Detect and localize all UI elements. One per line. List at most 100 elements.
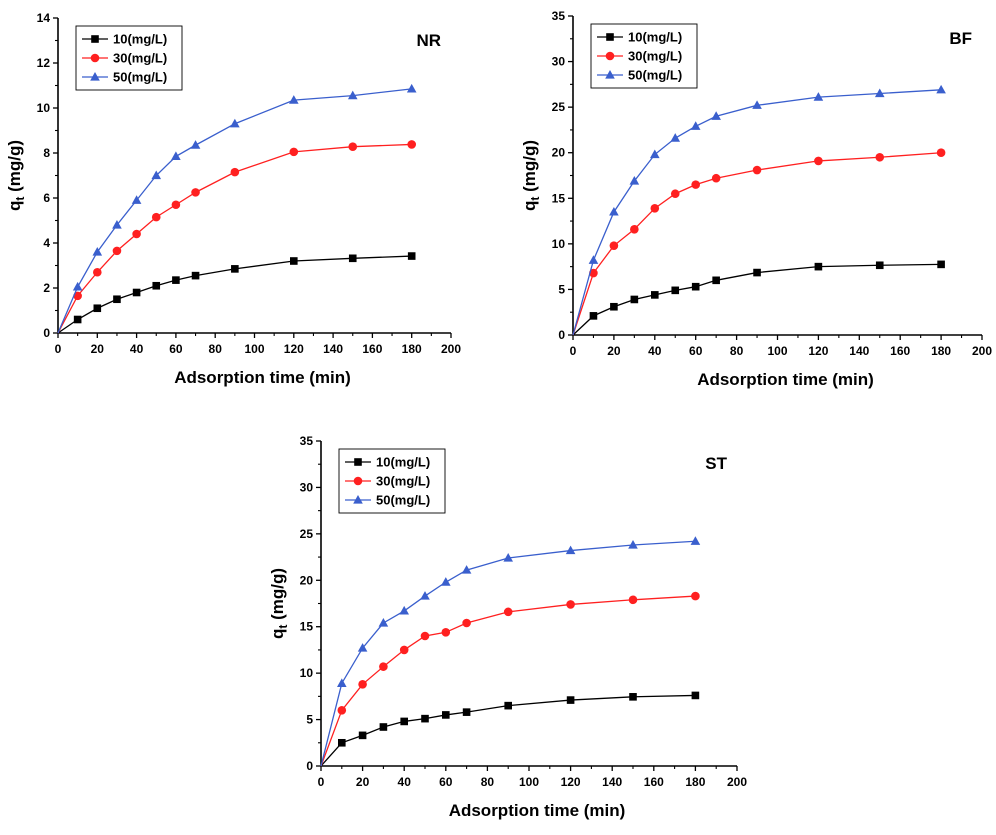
square-marker (629, 693, 637, 701)
legend-item: 50(mg/L) (82, 70, 167, 85)
triangle-marker (628, 540, 638, 549)
chart-panel-st: 0 20 40 60 80 100 120 140 160 180 200 0 5 10 15 20 25 30 3… (268, 434, 747, 820)
series-line (57, 143, 412, 334)
triangle-marker (353, 495, 363, 504)
triangle-marker (503, 553, 513, 562)
y-tick-label: 5 (306, 713, 313, 727)
legend-item: 50(mg/L) (597, 68, 682, 83)
legend-item: 10(mg/L) (597, 30, 682, 45)
y-tick-label: 20 (300, 573, 314, 587)
triangle-marker (399, 605, 409, 615)
square-marker (354, 458, 362, 466)
triangle-marker (711, 111, 721, 120)
y-tick-label: 15 (300, 620, 314, 634)
triangle-marker (347, 90, 358, 100)
circle-marker (670, 189, 680, 199)
circle-marker (711, 173, 721, 183)
y-tick-label: 35 (300, 434, 314, 448)
square-marker (814, 262, 823, 271)
legend-item: 30(mg/L) (597, 49, 682, 64)
square-marker (91, 35, 99, 43)
x-tick-label: 0 (570, 344, 577, 358)
x-tick-label: 40 (648, 344, 662, 358)
circle-marker (875, 152, 885, 162)
triangle-marker (337, 678, 347, 687)
square-marker (348, 254, 357, 263)
x-tick-label: 180 (685, 775, 705, 789)
triangle-marker (874, 88, 885, 98)
x-tick-label: 60 (439, 775, 453, 789)
legend-item: 30(mg/L) (82, 51, 167, 66)
triangle-marker (92, 247, 103, 256)
circle-marker (151, 212, 161, 222)
square-marker (358, 731, 367, 740)
triangle-marker (289, 95, 299, 104)
triangle-marker (406, 83, 417, 93)
y-tick-label: 10 (300, 666, 314, 680)
square-marker (504, 701, 512, 710)
circle-marker (289, 147, 299, 157)
x-tick-label: 180 (402, 342, 422, 356)
circle-marker (630, 224, 639, 234)
series-circle (57, 140, 417, 334)
series-square (57, 252, 416, 334)
y-tick-label: 25 (300, 527, 314, 541)
x-tick-label: 100 (767, 344, 787, 358)
y-tick-label: 25 (552, 100, 566, 114)
triangle-marker (605, 70, 615, 79)
y-tick-label: 2 (43, 281, 50, 295)
triangle-marker (588, 255, 599, 264)
y-axis-title: qt (mg/g) (520, 140, 542, 211)
square-marker (191, 271, 200, 280)
circle-marker (420, 631, 430, 641)
circle-marker (230, 167, 240, 177)
legend: 10(mg/L) 30(mg/L) 50(mg/L) (590, 23, 698, 89)
circle-marker (337, 705, 347, 715)
circle-marker (407, 140, 417, 149)
circle-marker (462, 618, 471, 628)
legend-item: 10(mg/L) (345, 455, 430, 470)
square-marker (73, 315, 82, 324)
triangle-marker (378, 618, 389, 627)
legend-label: 30(mg/L) (376, 474, 430, 489)
square-marker (93, 304, 102, 313)
x-tick-label: 100 (244, 342, 264, 356)
square-marker (566, 696, 575, 704)
triangle-marker (72, 281, 83, 291)
circle-marker (814, 156, 823, 166)
x-tick-label: 20 (356, 775, 370, 789)
square-marker (937, 260, 945, 269)
legend-item: 10(mg/L) (82, 32, 167, 47)
circle-marker (348, 142, 358, 151)
x-tick-label: 200 (441, 342, 461, 356)
series-line (320, 540, 696, 767)
circle-marker (691, 591, 700, 601)
triangle-marker (690, 121, 701, 130)
legend-label: 30(mg/L) (628, 49, 682, 64)
chart-panel-nr: 0 20 40 60 80 100 120 140 160 180 200 0 2 4 6 8 10 12 14 Ad… (5, 11, 461, 387)
circle-marker (605, 51, 615, 61)
circle-marker (936, 148, 946, 158)
triangle-marker (609, 206, 619, 216)
x-axis-title: Adsorption time (min) (449, 801, 626, 820)
x-tick-label: 180 (931, 344, 951, 358)
square-marker (691, 282, 700, 291)
circle-marker (73, 291, 82, 301)
x-axis-title: Adsorption time (min) (697, 370, 874, 389)
triangle-marker (131, 195, 142, 204)
circle-marker (132, 229, 141, 239)
x-tick-label: 40 (398, 775, 412, 789)
circle-marker (90, 53, 100, 63)
square-marker (610, 302, 618, 311)
square-marker (290, 257, 298, 265)
triangle-marker (90, 72, 100, 81)
series-line (320, 595, 696, 767)
circle-marker (379, 662, 388, 671)
triangle-marker (420, 591, 430, 600)
circle-marker (752, 165, 762, 175)
triangle-marker (357, 643, 368, 652)
x-tick-label: 160 (644, 775, 664, 789)
x-tick-label: 140 (849, 344, 869, 358)
triangle-marker (461, 565, 472, 574)
